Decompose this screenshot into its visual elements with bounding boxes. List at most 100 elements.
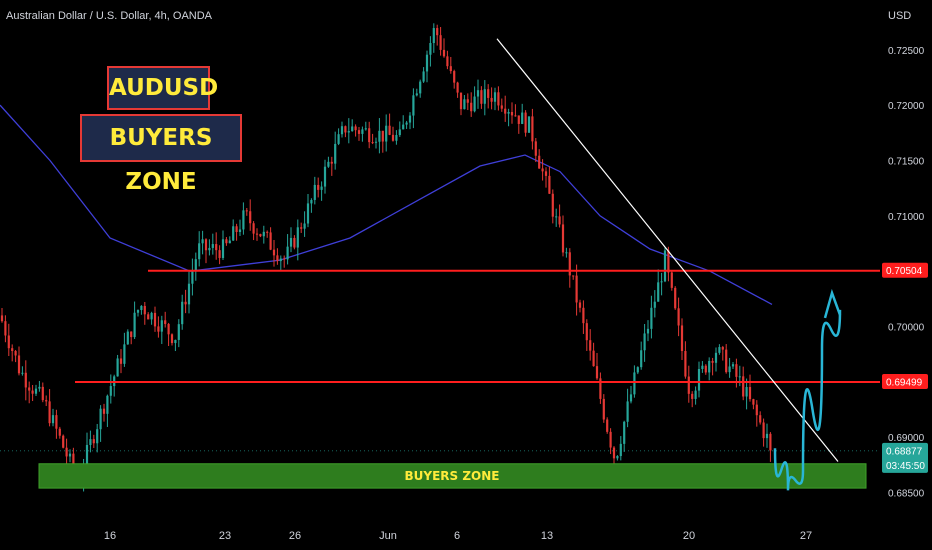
candle-body: [432, 28, 435, 44]
candle-body: [701, 365, 704, 369]
candle-body: [704, 365, 707, 373]
candle-body: [391, 134, 395, 141]
candle-body: [592, 350, 595, 367]
candle: [568, 248, 571, 288]
candle-body: [527, 116, 531, 133]
time-tick-label: 6: [454, 530, 460, 542]
candle: [99, 405, 102, 442]
candle-body: [364, 128, 367, 130]
candle: [531, 108, 534, 150]
candle: [334, 131, 337, 170]
candle-body: [92, 439, 95, 444]
buyers-zone-rect: [38, 463, 867, 489]
candle: [701, 361, 704, 373]
candle: [361, 126, 364, 142]
candle: [510, 102, 514, 124]
candle-body: [759, 415, 762, 423]
candle: [541, 159, 544, 181]
candle: [293, 235, 296, 250]
candle: [371, 133, 374, 145]
candle: [106, 394, 109, 427]
candle-body: [385, 125, 388, 142]
candle-body: [255, 233, 259, 235]
candle-body: [697, 368, 701, 391]
candle: [589, 329, 592, 361]
candle-body: [150, 312, 153, 320]
candle: [177, 319, 180, 348]
candle: [208, 239, 211, 256]
candle-body: [388, 125, 391, 135]
candle-body: [646, 328, 650, 334]
candle: [517, 115, 520, 134]
candle: [507, 108, 510, 127]
candle: [249, 199, 252, 231]
candle-body: [259, 234, 262, 237]
level-price-badge: 0.70504: [886, 266, 923, 277]
candle-body: [589, 340, 592, 351]
candle: [565, 247, 568, 258]
candle-body: [160, 320, 163, 332]
candle-body: [745, 387, 748, 397]
candle-body: [68, 453, 72, 457]
candle: [735, 358, 738, 388]
candle-body: [344, 126, 347, 133]
candle-body: [368, 128, 371, 143]
candle-body: [538, 155, 541, 169]
candle: [276, 248, 279, 265]
candle-body: [51, 415, 55, 424]
candle-body: [228, 240, 231, 244]
candle: [422, 67, 425, 83]
candle: [272, 240, 276, 267]
time-tick-label: Jun: [379, 530, 397, 542]
candle: [11, 344, 14, 362]
price-tick-label: 0.71000: [888, 212, 925, 223]
candle-body: [106, 395, 109, 414]
candle-body: [466, 99, 469, 103]
candle-body: [221, 239, 225, 258]
candle-body: [670, 272, 673, 288]
candle: [351, 119, 354, 132]
candle: [215, 232, 218, 260]
candle: [289, 227, 293, 253]
candle-body: [507, 112, 510, 114]
candle-body: [419, 81, 422, 94]
candle-body: [14, 350, 17, 356]
candle-body: [490, 97, 493, 102]
candle: [113, 374, 116, 397]
candle: [442, 38, 446, 58]
candle: [357, 126, 361, 141]
candle-body: [208, 247, 211, 251]
candle-body: [684, 350, 687, 377]
candle-body: [735, 364, 738, 377]
candle-body: [606, 419, 609, 432]
candle-body: [89, 439, 92, 445]
candle-body: [636, 367, 639, 373]
candle-body: [660, 281, 663, 283]
candle-body: [211, 244, 214, 248]
candle: [147, 312, 150, 320]
candle-body: [198, 243, 201, 260]
candle-body: [616, 456, 619, 459]
candle-body: [612, 447, 616, 459]
candle: [0, 308, 4, 323]
candle: [184, 289, 187, 314]
candle-body: [143, 305, 146, 315]
candle: [245, 207, 248, 216]
candle: [364, 121, 367, 131]
candle-body: [0, 315, 4, 322]
candle: [381, 130, 384, 153]
candle: [752, 398, 755, 410]
candle: [238, 219, 242, 237]
candle: [225, 237, 228, 246]
candle: [306, 194, 310, 228]
price-tick-label: 0.69000: [888, 433, 925, 444]
candle: [143, 302, 146, 325]
candle: [201, 230, 204, 255]
candle-body: [177, 324, 180, 340]
candle: [211, 233, 214, 255]
candle: [38, 380, 41, 392]
candle-body: [510, 112, 514, 116]
candle: [14, 349, 17, 363]
candle-body: [289, 237, 293, 247]
